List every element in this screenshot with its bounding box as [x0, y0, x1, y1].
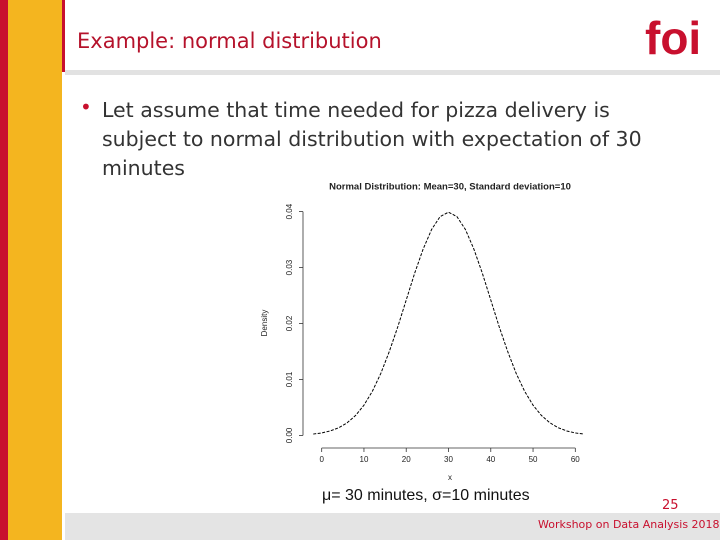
left-band: [0, 0, 62, 540]
footer-band: [65, 513, 720, 540]
density-curve: [313, 211, 584, 435]
chart-title: Normal Distribution: Mean=30, Standard d…: [329, 182, 571, 193]
footer-text: Workshop on Data Analysis 2018: [538, 518, 720, 531]
bullet-box: Let assume that time needed for pizza de…: [102, 98, 642, 180]
y-tick-label: 0.03: [285, 259, 294, 275]
x-tick-label: 40: [486, 455, 495, 464]
header-rule: [62, 0, 65, 72]
y-tick-label: 0.02: [285, 315, 294, 331]
x-tick-label: 20: [402, 455, 411, 464]
caption: μ= 30 minutes, σ=10 minutes: [322, 487, 530, 504]
x-tick-label: 30: [444, 455, 453, 464]
y-axis-label: Density: [260, 310, 269, 337]
page-number: 25: [662, 498, 679, 513]
logo: foi: [645, 12, 701, 64]
plot: Normal Distribution: Mean=30, Standard d…: [260, 182, 584, 482]
header-line: [65, 70, 720, 75]
x-tick-label: 10: [360, 455, 369, 464]
x-axis-label: x: [448, 473, 452, 482]
bullet-text: Let assume that time needed for pizza de…: [102, 98, 642, 180]
x-tick-label: 0: [319, 455, 324, 464]
x-tick-label: 50: [529, 455, 538, 464]
slide-title: Example: normal distribution: [77, 29, 382, 53]
y-tick-label: 0.01: [285, 371, 294, 387]
x-tick-label: 60: [571, 455, 580, 464]
bullet-dot: •: [80, 95, 92, 119]
y-tick-label: 0.00: [285, 427, 294, 443]
y-tick-label: 0.04: [285, 203, 294, 219]
left-stripe: [0, 0, 8, 540]
